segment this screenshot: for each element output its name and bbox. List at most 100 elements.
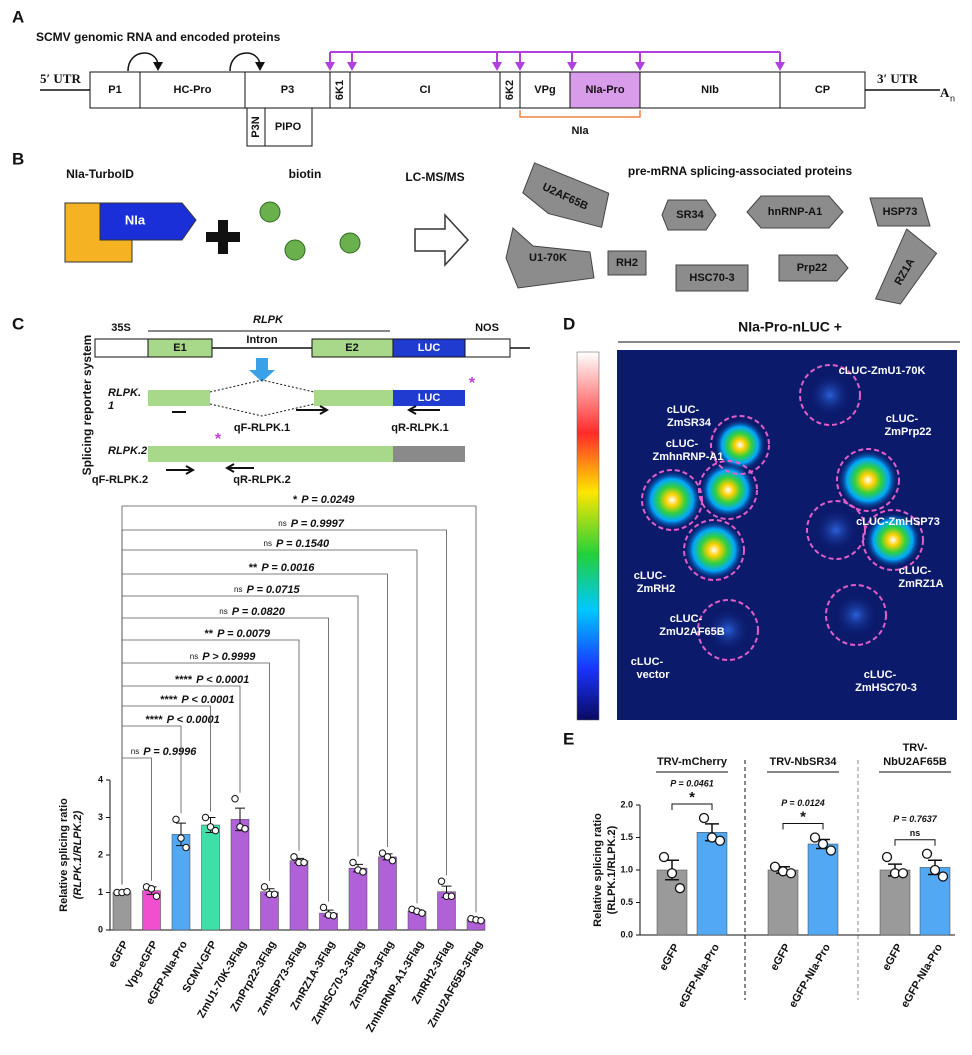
well-label: cLUC- (670, 613, 703, 625)
well-label: cLUC- (899, 565, 932, 577)
data-point (437, 877, 446, 885)
y-axis-label: (RLPK.1/RLPK.2) (72, 810, 84, 899)
cleavage-arrowhead (325, 62, 335, 71)
construct-box (147, 338, 213, 358)
signal-spot (838, 450, 898, 510)
well-label: cLUC- (886, 413, 919, 425)
x-tick-label: eGFP (768, 942, 793, 973)
signal-spot (834, 593, 878, 637)
data-point (383, 853, 392, 861)
protein-label: HSC70-3 (689, 272, 734, 284)
data-point (897, 868, 909, 879)
cleavage-arrowhead (347, 62, 357, 71)
data-point (825, 845, 837, 856)
data-point (241, 825, 249, 833)
p-value: P > 0.9999 (202, 651, 256, 663)
primer (166, 465, 196, 475)
protein-shape (607, 250, 647, 276)
significance-mark: **** (146, 714, 164, 726)
bar (696, 832, 728, 936)
group-title: TRV- (903, 742, 928, 754)
y-tick-label: 3 (98, 812, 103, 822)
y-tick-label: 1 (98, 887, 103, 897)
well (641, 469, 703, 531)
significance-mark: ns (190, 652, 198, 661)
p-value: P = 0.9996 (143, 746, 197, 758)
data-point (152, 892, 161, 900)
data-point (477, 916, 485, 925)
signal-spot (700, 462, 756, 518)
protein-shape (522, 162, 610, 228)
intron-label: Intron (246, 334, 277, 346)
significance-label: ns P = 0.0715 (234, 584, 300, 596)
well-label: ZmU2AF65B (659, 626, 724, 638)
data-point (206, 823, 215, 831)
p-value: P = 0.0016 (261, 562, 315, 574)
data-point (147, 885, 156, 893)
panel-letter: C (12, 314, 24, 333)
y-tick-label: 1.0 (620, 864, 633, 874)
p-value: P = 0.0079 (217, 628, 271, 640)
y-tick-label: 2.0 (620, 799, 633, 809)
p-value: P < 0.0001 (181, 694, 234, 706)
panel-letter: E (563, 729, 574, 748)
data-point (418, 909, 426, 917)
isoform-box (393, 446, 465, 462)
biotin-dot (339, 232, 361, 254)
y-tick-label: 0.5 (620, 897, 633, 907)
nia-shape (99, 202, 197, 241)
data-point (666, 868, 678, 879)
significance-label: ns P > 0.9999 (190, 651, 256, 663)
data-point (769, 861, 781, 872)
protein-label: P3 (281, 84, 294, 96)
terminator-label: NOS (475, 322, 499, 334)
frameshift-box (264, 107, 313, 147)
p-value: P = 0.9997 (291, 518, 345, 530)
data-point (300, 858, 308, 867)
significance-label: ** P = 0.0016 (249, 562, 316, 574)
y-axis-label: Relative splicing ratio (592, 813, 604, 927)
protein-shape (874, 228, 938, 305)
well-label: ZmRH2 (637, 583, 676, 595)
isoform-label: RLPK. (108, 387, 141, 399)
signal-spots (642, 373, 921, 652)
well-label: ZmPrp22 (884, 426, 931, 438)
well (862, 509, 924, 571)
data-point (881, 851, 893, 863)
protein-label: NIa-Pro (585, 84, 624, 96)
data-point (182, 843, 190, 852)
primer-label: qR-RLPK.1 (391, 422, 448, 434)
isoform-box (148, 390, 210, 406)
protein-label: U1-70K (529, 252, 567, 264)
significance-label: ns P = 0.9997 (278, 518, 344, 530)
bar (230, 819, 250, 931)
data-point (329, 912, 338, 920)
cleavage-arrowhead (567, 62, 577, 71)
data-point (290, 853, 298, 861)
nia-label: NIa (125, 212, 146, 227)
bar (879, 869, 911, 936)
data-point (231, 795, 239, 803)
x-tick-label: eGFP-NIa-Pro (787, 942, 833, 1010)
signal-spot (865, 512, 921, 568)
biotin-dot (259, 201, 281, 223)
p-value: P = 0.0715 (246, 584, 300, 596)
significance-mark: * (689, 789, 695, 806)
well-label: cLUC-ZmHSP73 (856, 516, 940, 528)
process-arrow (414, 213, 470, 267)
significance-bracket (121, 757, 152, 885)
x-tick-label: eGFP-NIa-Pro (899, 942, 945, 1010)
cleavage-arrowhead (635, 62, 645, 71)
primer-label: qF-RLPK.1 (234, 422, 290, 434)
bar (289, 860, 309, 931)
autocleavage-head (153, 62, 163, 71)
cleavage-arrowhead (492, 62, 502, 71)
significance-label: ns P = 0.1540 (264, 538, 330, 550)
y-tick-label: 2 (98, 849, 103, 859)
protein-label: Prp22 (797, 262, 828, 274)
data-point (714, 835, 726, 846)
panel-title: NIa-Pro-nLUC + (738, 319, 842, 335)
x-tick-label: eGFP-NIa-Pro (676, 942, 722, 1010)
well-label: ZmRZ1A (898, 578, 943, 590)
